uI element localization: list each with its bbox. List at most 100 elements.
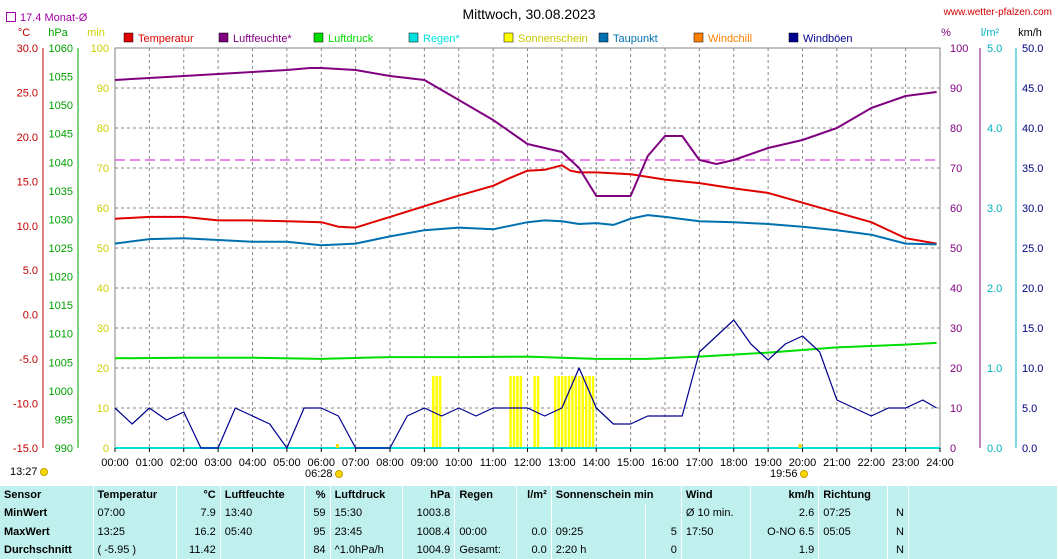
- hpa-tick-label: 1055: [49, 72, 73, 84]
- x-tick-label: 23:00: [892, 457, 920, 469]
- legend-label: Sonnenschein: [518, 33, 588, 45]
- pct-tick-label: 100: [950, 43, 968, 55]
- x-tick-label: 20:00: [789, 457, 817, 469]
- wind-tick-label: 20.0: [1022, 283, 1043, 295]
- stats-cell: 23:45: [330, 522, 404, 541]
- stats-cell: 5: [645, 522, 682, 541]
- x-tick-label: 14:00: [582, 457, 610, 469]
- stats-cell: 1.9: [750, 540, 820, 559]
- stats-header-row: Sensor Temperatur °C Luftfeuchte % Luftd…: [0, 486, 1058, 505]
- wind-tick-label: 0.0: [1022, 443, 1037, 455]
- x-tick-label: 19:00: [754, 457, 782, 469]
- x-tick-label: 15:00: [617, 457, 645, 469]
- min-tick-label: 80: [97, 123, 109, 135]
- x-tick-label: 04:00: [239, 457, 267, 469]
- stats-cell: 2.6: [750, 504, 820, 523]
- hpa-tick-label: 1000: [49, 386, 73, 398]
- stats-cell: [818, 540, 889, 559]
- weather-chart: 00:00 01:00 02:00 03:00 04:00 05:00 06:00 07:00…: [13, 27, 1044, 469]
- x-tick-label: 08:00: [376, 457, 404, 469]
- stats-col-wind: Wind: [681, 486, 751, 505]
- temp-tick-label: 5.0: [23, 265, 38, 277]
- wind-tick-label: 25.0: [1022, 243, 1043, 255]
- legend-swatch: [408, 32, 419, 43]
- sunshine-bar: [519, 376, 523, 448]
- temp-tick-label: -5.0: [19, 354, 38, 366]
- current-time-text: 13:27: [10, 466, 38, 478]
- sunshine-bar: [578, 376, 581, 448]
- series-luftfeuchte: [114, 67, 937, 197]
- series-temperatur: [114, 164, 937, 245]
- pct-tick-label: 20: [950, 363, 962, 375]
- legend-label: Windböen: [803, 33, 853, 45]
- x-tick-label: 07:00: [342, 457, 370, 469]
- min-tick-label: 10: [97, 403, 109, 415]
- rain-tick-label: 4.0: [987, 123, 1002, 135]
- hpa-tick-label: 1015: [49, 300, 73, 312]
- temp-tick-label: 30.0: [17, 43, 38, 55]
- sunrise-icon: [334, 470, 343, 479]
- sunshine-bar: [581, 376, 584, 448]
- rain-tick-label: 3.0: [987, 203, 1002, 215]
- sunshine-bar: [554, 376, 557, 448]
- sunshine-bar: [588, 376, 591, 448]
- sunset-time: 19:56: [770, 468, 808, 480]
- legend-label: Taupunkt: [613, 33, 658, 45]
- pct-tick-label: 0: [950, 443, 956, 455]
- temp-tick-label: -10.0: [13, 399, 38, 411]
- rain-tick-label: 2.0: [987, 283, 1002, 295]
- temp-tick-label: 15.0: [17, 176, 38, 188]
- legend-label: Regen*: [423, 33, 460, 45]
- x-tick-label: 00:00: [101, 457, 129, 469]
- legend-label: Luftfeuchte*: [233, 33, 292, 45]
- stats-cell: 13:25: [93, 522, 178, 541]
- x-tick-label: 17:00: [686, 457, 714, 469]
- stats-cell: [645, 504, 682, 523]
- temp-tick-label: 10.0: [17, 221, 38, 233]
- series-luftdruck: [114, 341, 937, 360]
- stats-row-label: MaxWert: [0, 522, 94, 541]
- stats-cell: N: [887, 540, 909, 559]
- stats-cell: 0: [645, 540, 682, 559]
- hpa-tick-label: 1050: [49, 100, 73, 112]
- stats-cell: [681, 540, 751, 559]
- stats-cell: 2:20 h: [551, 540, 646, 559]
- monthly-average-label: 17.4 Monat-Ø: [6, 12, 87, 24]
- stats-cell: Ø 10 min.: [681, 504, 751, 523]
- stats-cell: 07:00: [93, 504, 178, 523]
- hpa-unit: hPa: [48, 27, 68, 39]
- stats-cell: 16.2: [176, 522, 221, 541]
- sunshine-bar: [564, 376, 567, 448]
- hpa-tick-label: 1035: [49, 186, 73, 198]
- hpa-tick-label: 995: [55, 414, 73, 426]
- min-tick-label: 0: [103, 443, 109, 455]
- site-link[interactable]: www.wetter-pfalzen.com: [943, 7, 1052, 18]
- pct-tick-label: 70: [950, 163, 962, 175]
- stats-col-dir: Richtung: [818, 486, 889, 505]
- x-tick-label: 09:00: [411, 457, 439, 469]
- stats-cell: [516, 504, 552, 523]
- sunshine-bar: [567, 376, 571, 448]
- min-tick-label: 100: [91, 43, 109, 55]
- stats-cell: [551, 504, 646, 523]
- min-tick-label: 90: [97, 83, 109, 95]
- stats-cell: 05:05: [818, 522, 889, 541]
- stats-cell: 1008.4: [402, 522, 456, 541]
- wind-tick-label: 50.0: [1022, 43, 1043, 55]
- x-tick-label: 12:00: [514, 457, 542, 469]
- stats-cell: [908, 504, 1058, 523]
- stats-cell: 15:30: [330, 504, 404, 523]
- series-taupunkt: [114, 214, 937, 247]
- stats-cell: Gesamt:: [454, 540, 517, 559]
- x-tick-label: 10:00: [445, 457, 473, 469]
- wind-tick-label: 30.0: [1022, 203, 1043, 215]
- sunshine-bar: [584, 376, 588, 448]
- legend-swatch: [503, 32, 514, 43]
- min-tick-label: 20: [97, 363, 109, 375]
- stats-cell: ^1.0hPa/h: [330, 540, 404, 559]
- stats-cell: [454, 504, 517, 523]
- stats-cell: 1003.8: [402, 504, 456, 523]
- stats-col-rain-unit: l/m²: [516, 486, 552, 505]
- hpa-tick-label: 1025: [49, 243, 73, 255]
- legend-swatch: [693, 32, 704, 43]
